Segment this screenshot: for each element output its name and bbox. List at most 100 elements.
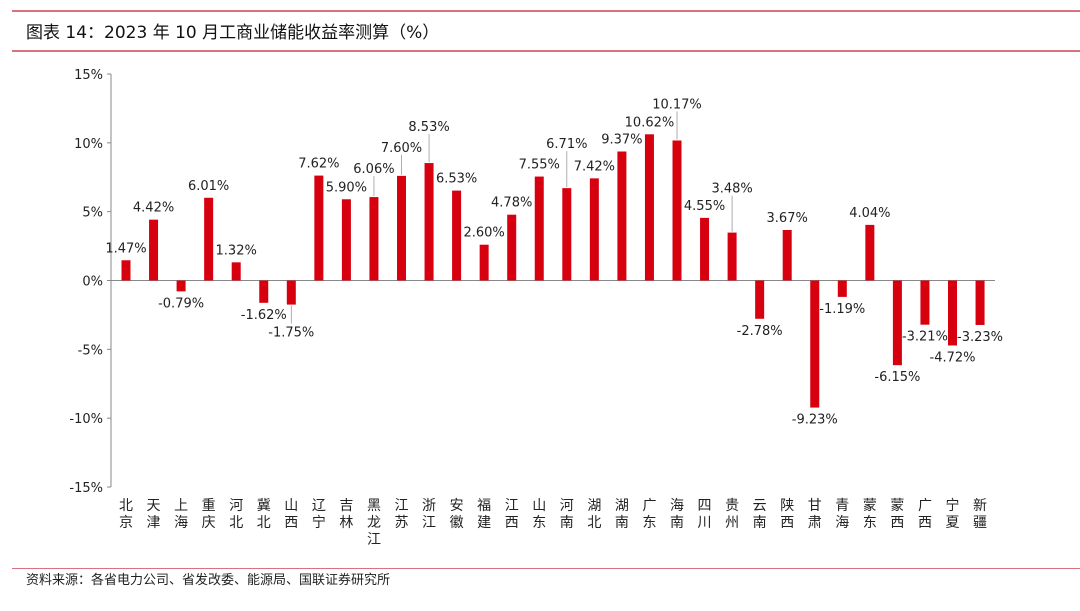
x-tick-label: 建 xyxy=(477,515,491,531)
x-tick-label: 北 xyxy=(587,515,601,531)
x-tick-label: 江 xyxy=(395,498,409,514)
data-label: -1.19% xyxy=(819,302,865,317)
bar xyxy=(176,280,186,292)
x-tick-label: 冀 xyxy=(257,498,271,514)
bar xyxy=(534,176,544,281)
x-tick-label: 苏 xyxy=(395,515,409,531)
data-label: 3.67% xyxy=(767,211,808,226)
x-tick-label: 浙 xyxy=(422,498,436,514)
x-tick-label: 北 xyxy=(257,515,271,531)
bar xyxy=(479,244,489,281)
data-label: 7.60% xyxy=(381,141,422,156)
bar xyxy=(700,217,710,281)
bar xyxy=(507,214,517,281)
x-tick-label: 福 xyxy=(477,498,491,514)
data-label: 10.62% xyxy=(625,115,675,130)
bar xyxy=(121,260,131,281)
bar xyxy=(149,219,159,281)
x-tick-label: 辽 xyxy=(312,498,326,514)
x-tick-label: 徽 xyxy=(450,515,464,531)
data-label: 8.53% xyxy=(408,120,449,135)
bar xyxy=(589,178,599,281)
bar xyxy=(727,232,737,281)
bar xyxy=(644,134,654,281)
x-tick-label: 西 xyxy=(890,515,904,531)
x-tick-label: 广 xyxy=(918,498,932,514)
data-label: 5.90% xyxy=(326,180,367,195)
x-tick-label: 疆 xyxy=(973,515,987,531)
data-label: 7.62% xyxy=(298,157,339,172)
bar xyxy=(562,188,572,281)
data-label: 1.32% xyxy=(216,243,257,258)
data-label: -1.62% xyxy=(241,308,287,323)
figure-title: 图表 14：2023 年 10 月工商业储能收益率测算（%） xyxy=(26,23,440,43)
x-tick-label: 南 xyxy=(615,515,629,531)
y-tick-label: 5% xyxy=(82,206,103,221)
x-tick-label: 湖 xyxy=(615,498,629,514)
data-label: -2.78% xyxy=(737,324,783,339)
x-tick-label: 北 xyxy=(119,498,133,514)
x-tick-label: 州 xyxy=(725,515,739,531)
x-tick-label: 津 xyxy=(147,515,161,531)
data-label: 3.48% xyxy=(711,182,752,197)
bar xyxy=(231,262,241,281)
x-tick-label: 川 xyxy=(698,515,712,531)
bar xyxy=(397,175,406,281)
data-label: 6.01% xyxy=(188,179,229,194)
top-rule xyxy=(12,10,1080,12)
x-tick-label: 上 xyxy=(174,498,188,514)
x-tick-label: 京 xyxy=(119,515,133,531)
data-label: -9.23% xyxy=(792,413,838,428)
x-tick-label: 林 xyxy=(339,515,353,531)
data-label: -3.23% xyxy=(957,330,1003,345)
x-tick-label: 天 xyxy=(147,498,161,514)
data-label: 4.04% xyxy=(849,206,890,221)
bar xyxy=(341,199,351,281)
bar xyxy=(810,280,820,408)
data-label: -1.75% xyxy=(268,326,314,341)
bar xyxy=(672,140,682,281)
x-tick-label: 四 xyxy=(698,498,712,514)
x-tick-label: 海 xyxy=(174,515,188,531)
bar xyxy=(286,280,296,305)
x-tick-label: 江 xyxy=(367,532,381,548)
data-label: 4.78% xyxy=(491,196,532,211)
data-label: 4.55% xyxy=(684,199,725,214)
title-rule xyxy=(12,50,1080,52)
x-tick-label: 湖 xyxy=(587,498,601,514)
x-tick-label: 东 xyxy=(532,515,546,531)
data-label: -3.21% xyxy=(902,330,948,345)
data-label: 6.53% xyxy=(436,172,477,187)
data-label: 7.55% xyxy=(519,158,560,173)
x-tick-label: 南 xyxy=(670,515,684,531)
x-tick-label: 甘 xyxy=(808,498,822,514)
y-tick-label: -5% xyxy=(78,343,103,358)
x-tick-label: 南 xyxy=(560,515,574,531)
bar xyxy=(755,280,765,319)
data-label: -4.72% xyxy=(930,350,976,365)
bar xyxy=(865,224,875,281)
source-rule xyxy=(12,568,1080,569)
x-tick-label: 西 xyxy=(780,515,794,531)
bar xyxy=(424,163,434,281)
bar xyxy=(204,197,214,281)
bar xyxy=(369,197,379,281)
x-tick-label: 龙 xyxy=(367,515,381,531)
data-label: 6.06% xyxy=(353,162,394,177)
bar xyxy=(314,175,324,281)
x-tick-label: 海 xyxy=(670,498,684,514)
source-note: 资料来源：各省电力公司、省发改委、能源局、国联证券研究所 xyxy=(26,573,391,588)
x-tick-label: 广 xyxy=(642,498,656,514)
data-label: 1.47% xyxy=(105,241,146,256)
data-label: -0.79% xyxy=(158,296,204,311)
y-tick-label: -15% xyxy=(69,481,103,496)
x-tick-label: 蒙 xyxy=(890,498,904,514)
bar xyxy=(920,280,930,325)
x-tick-label: 青 xyxy=(835,498,849,514)
x-tick-label: 南 xyxy=(753,515,767,531)
data-label: 10.17% xyxy=(652,97,702,112)
bar xyxy=(837,280,847,297)
x-tick-label: 山 xyxy=(532,498,546,514)
bar xyxy=(452,190,462,281)
